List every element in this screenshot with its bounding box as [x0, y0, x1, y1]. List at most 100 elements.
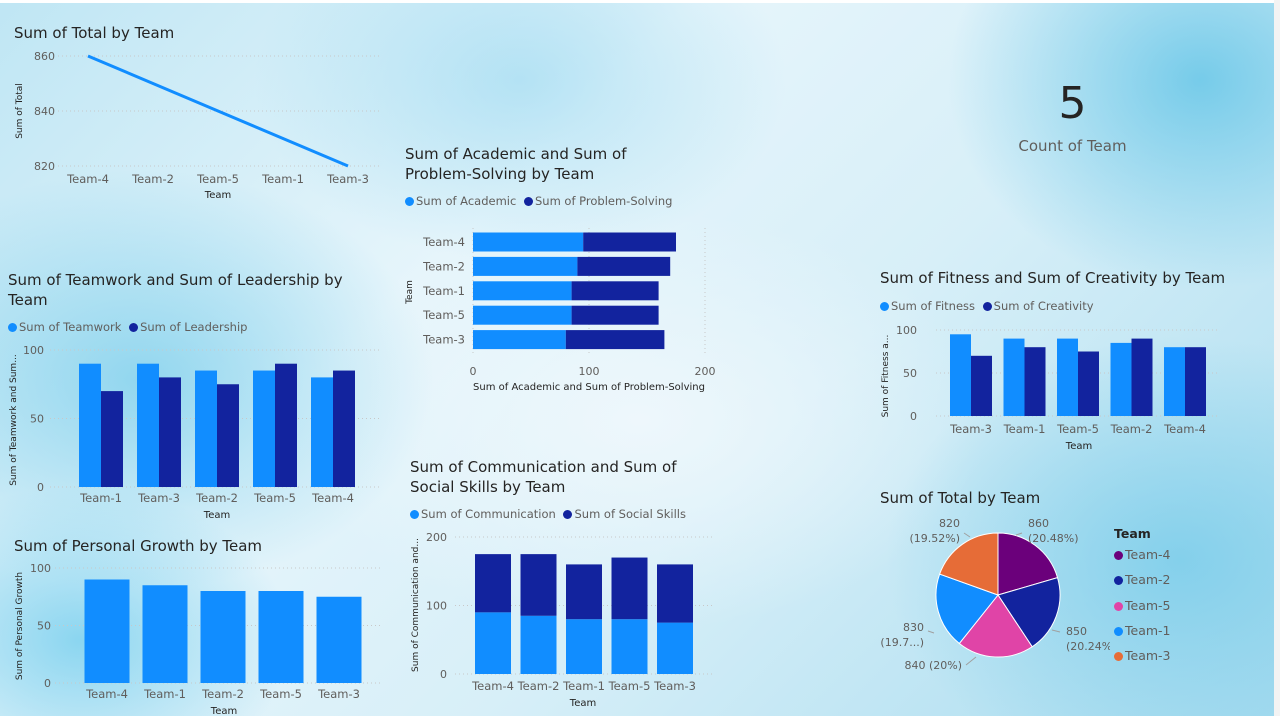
pie-legend-item-team-4[interactable]: Team-4: [1114, 547, 1171, 572]
bar-team-3[interactable]: [316, 596, 362, 683]
bar-team-2[interactable]: [200, 591, 246, 683]
bar-chart-communication-social[interactable]: 200 100 0 Team-4 Team-2 Team-1 Team-5 Team-3 Tea…: [400, 527, 720, 716]
bar-team-3-s1[interactable]: [971, 355, 992, 416]
x-tick-label: Team-5: [608, 679, 651, 693]
pie-slice-team-1[interactable]: [935, 573, 999, 645]
chart-title-academic-problem: Sum of Academic and Sum of Problem-Solvi…: [405, 145, 627, 183]
chart-title-total-pie: Sum of Total by Team: [880, 489, 1041, 507]
bar-team-2-s0[interactable]: [473, 256, 578, 276]
bar-team-5-s1[interactable]: [611, 557, 648, 620]
bar-team-4[interactable]: [84, 579, 130, 684]
bar-team-2-s0[interactable]: [195, 370, 217, 487]
legend-item-social-skills[interactable]: Sum of Social Skills: [563, 507, 686, 521]
y-axis-label: Sum of Teamwork and Sum...: [9, 354, 19, 486]
bar-team-1-s1[interactable]: [571, 281, 659, 301]
bar-team-3-s1[interactable]: [159, 377, 181, 487]
x-tick-label: Team-2: [1110, 422, 1153, 436]
kpi-count-label: Count of Team: [1018, 137, 1127, 155]
x-tick-label: Team-1: [562, 679, 605, 693]
bar-team-4-s0[interactable]: [1164, 347, 1185, 416]
bar-team-5-s1[interactable]: [571, 305, 659, 325]
bar-team-5-s0[interactable]: [1057, 338, 1078, 416]
legend-item-communication[interactable]: Sum of Communication: [410, 507, 556, 521]
bar-team-4-s1[interactable]: [333, 370, 355, 487]
bar-team-5-s1[interactable]: [275, 363, 297, 487]
bar-team-3-s0[interactable]: [137, 363, 159, 487]
bar-team-2-s1[interactable]: [1131, 338, 1153, 416]
bar-chart-academic-problem[interactable]: 0 100 200 Team-4 Team-2 Team-1 Team-5 Team-3 Sum…: [395, 220, 735, 400]
pie-data-label-pct: (19.52%): [909, 532, 960, 545]
bar-team-5-s0[interactable]: [253, 370, 275, 487]
bar-team-4-s1[interactable]: [583, 232, 676, 252]
pie-chart-total[interactable]: 860 (20.48%) 850 (20.24%) 840 (20%) 830 (19.7.…: [870, 505, 1110, 680]
pie-legend-item-team-1[interactable]: Team-1: [1114, 623, 1171, 648]
pie-data-label: 850: [1066, 625, 1087, 638]
bar-team-1-s0[interactable]: [473, 281, 572, 301]
bar-team-3-s1[interactable]: [657, 564, 693, 623]
bar-team-5-s0[interactable]: [611, 619, 648, 674]
bar-chart-personal-growth[interactable]: 100 50 0 Team-4 Team-1 Team-2 Team-5 Team-3 Team…: [0, 558, 390, 716]
bar-team-1-s0[interactable]: [79, 363, 101, 487]
x-axis-label: Team: [203, 510, 230, 521]
y-axis-label: Sum of Communication and...: [411, 538, 421, 672]
legend-label: Team-3: [1125, 648, 1171, 664]
x-tick-label: Team-4: [311, 491, 354, 505]
legend-item-academic[interactable]: Sum of Academic: [405, 194, 516, 208]
x-tick-label: Team-2: [517, 679, 560, 693]
series-line-total[interactable]: [87, 54, 349, 168]
pie-legend-title: Team: [1114, 526, 1151, 541]
bar-team-1-s1[interactable]: [566, 564, 602, 620]
bar-team-3-s0[interactable]: [473, 330, 566, 350]
pie-slice-team-4[interactable]: [997, 532, 1059, 596]
bar-team-3-s1[interactable]: [565, 330, 665, 350]
bar-team-2-s1[interactable]: [217, 384, 239, 487]
bar-team-4-s1[interactable]: [475, 554, 511, 613]
legend-item-problem-solving[interactable]: Sum of Problem-Solving: [523, 194, 672, 208]
bar-team-2-s1[interactable]: [520, 554, 557, 616]
line-chart-total[interactable]: 860 840 820 Team-4 Team-2 Team-5 Team-1 Team-3 T…: [0, 40, 390, 210]
bar-chart-teamwork-leadership[interactable]: 100 50 0 Team-1 Team-3 Team-2 Team-5 Team-4 Team…: [0, 340, 390, 525]
bar-team-4-s0[interactable]: [473, 232, 584, 252]
bar-team-3-s0[interactable]: [657, 622, 693, 674]
legend-dot: [982, 302, 992, 311]
bar-team-4-s0[interactable]: [311, 377, 333, 487]
bar-team-1-s0[interactable]: [566, 619, 602, 674]
x-tick-label: Team-2: [131, 172, 174, 186]
pie-data-label: 840 (20%): [904, 659, 962, 672]
bar-chart-fitness-creativity[interactable]: 100 50 0 Team-3 Team-1 Team-5 Team-2 Team-4 Team…: [870, 318, 1230, 458]
bar-team-2-s1[interactable]: [577, 256, 671, 276]
bar-team-1-s1[interactable]: [101, 391, 123, 487]
bar-team-5-s1[interactable]: [1078, 351, 1099, 417]
x-tick-label: Team-5: [253, 491, 296, 505]
kpi-count-value: 5: [1058, 78, 1087, 129]
bar-team-1-s1[interactable]: [1024, 347, 1046, 416]
bar-team-1[interactable]: [142, 585, 188, 683]
pie-legend-item-team-5[interactable]: Team-5: [1114, 598, 1171, 623]
legend-label: Sum of Fitness: [891, 299, 976, 313]
bar-team-2-s0[interactable]: [1110, 342, 1132, 416]
y-tick-label: 50: [30, 413, 44, 426]
pie-slice-team-3[interactable]: [938, 532, 999, 596]
bar-team-1-s0[interactable]: [1003, 338, 1025, 416]
legend-label: Sum of Social Skills: [574, 507, 686, 521]
pie-slice-team-2[interactable]: [997, 576, 1061, 648]
legend-item-leadership[interactable]: Sum of Leadership: [129, 320, 247, 334]
bar-team-5-s0[interactable]: [473, 305, 572, 325]
pie-leader-line: [927, 630, 935, 634]
bar-team-5[interactable]: [258, 591, 304, 683]
bar-team-4-s0[interactable]: [475, 612, 511, 674]
chart-title-teamwork-leadership: Sum of Teamwork and Sum of Leadership by…: [8, 271, 343, 309]
bar-team-4-s1[interactable]: [1185, 347, 1206, 416]
pie-legend-item-team-2[interactable]: Team-2: [1114, 572, 1171, 597]
pie-leader-line: [963, 532, 971, 538]
scrollbar[interactable]: [1274, 0, 1280, 716]
pie-slice-team-5[interactable]: [958, 594, 1033, 658]
legend-item-teamwork[interactable]: Sum of Teamwork: [8, 320, 121, 334]
pie-legend-item-team-3[interactable]: Team-3: [1114, 648, 1171, 673]
legend-item-creativity[interactable]: Sum of Creativity: [982, 299, 1094, 313]
bar-team-2-s0[interactable]: [520, 615, 557, 674]
legend-item-fitness[interactable]: Sum of Fitness: [880, 299, 975, 313]
y-tick-label: 100: [30, 562, 51, 575]
pie-data-label: 830: [903, 621, 924, 634]
bar-team-3-s0[interactable]: [950, 334, 971, 416]
